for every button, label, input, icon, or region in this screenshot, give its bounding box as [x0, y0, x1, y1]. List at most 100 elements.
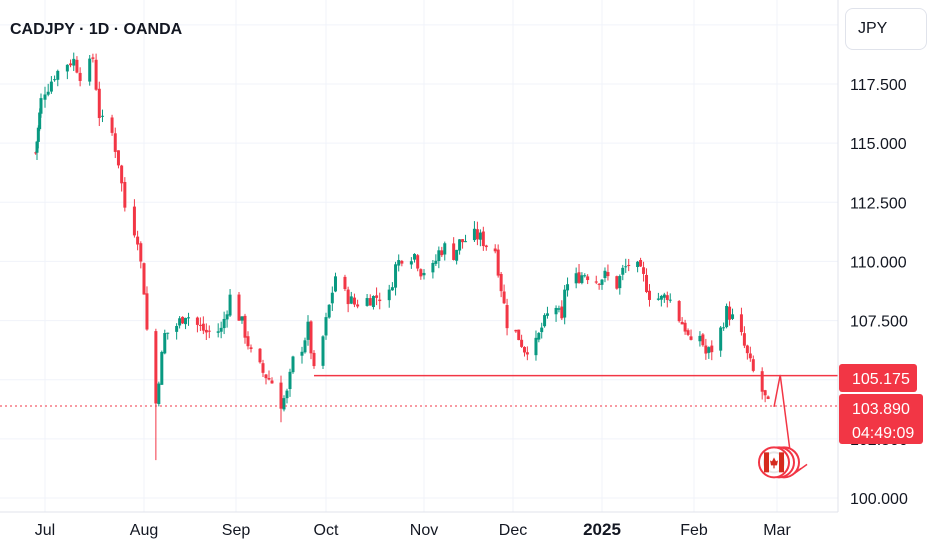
- x-tick-label: Dec: [499, 522, 527, 539]
- candle-body: [455, 249, 459, 261]
- candle-body: [368, 298, 372, 306]
- candle-body: [707, 347, 711, 353]
- candle-body: [461, 239, 465, 243]
- candle-body: [222, 318, 226, 329]
- candle-body: [554, 307, 558, 315]
- candle-body: [766, 396, 770, 400]
- candle-body: [78, 72, 82, 81]
- candle-body: [207, 330, 211, 332]
- candle-body: [343, 276, 347, 290]
- candle-body: [321, 336, 325, 366]
- candle-body: [636, 261, 640, 268]
- candle-body: [400, 260, 404, 264]
- candle-body: [496, 249, 500, 276]
- candle-body: [645, 274, 649, 292]
- candle-body: [39, 98, 43, 114]
- candle-body: [306, 321, 310, 340]
- flag-icon-band-right: [779, 452, 784, 473]
- candle-body: [75, 59, 79, 73]
- level-price-label: 105.175: [852, 371, 910, 388]
- candle-body: [719, 327, 723, 351]
- candle-body: [120, 165, 124, 184]
- candle-body: [563, 289, 567, 318]
- candle-body: [665, 295, 669, 300]
- candle-body: [123, 182, 127, 208]
- candle-body: [154, 331, 158, 404]
- candle-body: [178, 318, 182, 326]
- candle-body: [748, 353, 752, 359]
- candle-body: [464, 241, 468, 243]
- candle-body: [240, 316, 244, 321]
- candle-body: [157, 383, 161, 404]
- candle-body: [431, 262, 435, 273]
- candle-body: [36, 127, 40, 142]
- time-axis[interactable]: Jul Aug Sep Oct Nov Dec 2025 Feb Mar: [0, 511, 838, 539]
- last-price-tag: [839, 394, 923, 444]
- candle-body: [204, 329, 208, 333]
- candle-body: [225, 314, 229, 320]
- candle-body: [434, 260, 438, 264]
- candle-body: [38, 112, 42, 130]
- candle-body: [97, 88, 101, 119]
- candle-body: [333, 276, 337, 292]
- candle-body: [739, 314, 743, 333]
- candle-body: [419, 269, 423, 277]
- candle-body: [409, 261, 413, 265]
- candle-body: [413, 253, 417, 260]
- candle-body: [627, 264, 631, 266]
- x-tick-label: Aug: [130, 522, 158, 539]
- candle-body: [624, 266, 628, 268]
- maple-leaf: [770, 457, 778, 469]
- candle-body: [228, 294, 232, 316]
- candle-body: [522, 347, 526, 353]
- candle-body: [574, 273, 578, 284]
- x-tick-label: 2025: [583, 520, 621, 539]
- candle-body: [365, 298, 369, 306]
- candle-body: [586, 276, 590, 281]
- candle-body: [472, 228, 476, 241]
- candle-body: [600, 279, 604, 285]
- candle-body: [422, 272, 426, 276]
- candle-body: [475, 229, 479, 240]
- candle-body: [597, 283, 601, 285]
- candle-body: [195, 317, 199, 325]
- candle-body: [677, 301, 681, 322]
- candle-body: [219, 327, 223, 332]
- candle-body: [701, 334, 705, 346]
- candle-body: [53, 79, 57, 81]
- candle-body: [43, 94, 47, 100]
- candle-body: [698, 335, 702, 342]
- candle-body: [49, 81, 53, 92]
- candle-body: [499, 273, 503, 292]
- candle-body: [583, 275, 587, 277]
- level-price-tag: [839, 364, 917, 392]
- candle-body: [371, 296, 375, 308]
- candle-body: [545, 313, 549, 316]
- candle-body: [689, 336, 693, 340]
- candle-body: [440, 250, 444, 256]
- candle-body: [312, 352, 316, 367]
- candle-body: [270, 380, 274, 384]
- candle-body: [282, 398, 286, 410]
- projection-arrow-path: [773, 374, 794, 475]
- candle-body: [668, 299, 672, 301]
- candle-body: [594, 281, 598, 283]
- candle-body: [606, 272, 610, 277]
- candle-body: [537, 333, 541, 340]
- candle-body: [642, 267, 646, 274]
- candle-body: [742, 333, 746, 346]
- candle-body: [745, 345, 749, 354]
- candle-body: [390, 287, 394, 291]
- candle-body: [249, 347, 253, 350]
- candle-body: [763, 390, 767, 396]
- currency-button[interactable]: JPY: [845, 8, 927, 50]
- candle-body: [91, 57, 95, 59]
- candle-body: [46, 91, 50, 95]
- candle-body: [72, 58, 76, 66]
- y-tick-label: 115.000: [850, 136, 907, 153]
- candle-body: [330, 292, 334, 304]
- canada-flag-icon[interactable]: [758, 446, 800, 479]
- candle-body: [324, 317, 328, 336]
- candle-body: [258, 348, 262, 363]
